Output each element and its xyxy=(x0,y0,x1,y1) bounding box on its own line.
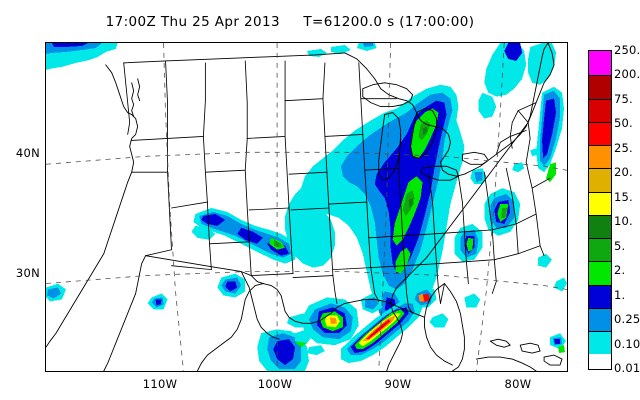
colorbar-band-9 xyxy=(589,261,611,285)
coastline-cuba xyxy=(475,338,563,371)
gridline-lon-90w xyxy=(378,43,392,371)
colorbar-tick-75: 75. xyxy=(614,91,633,106)
figure-title: 17:00Z Thu 25 Apr 2013 T=61200.0 s (17:0… xyxy=(105,14,475,30)
colorbar-tick-200: 200. xyxy=(614,67,640,82)
colorbar-band-2 xyxy=(589,98,611,122)
colorbar-tick-15: 15. xyxy=(614,189,633,204)
colorbar-tick-1: 1. xyxy=(614,287,626,302)
precip-southwest-band xyxy=(191,207,298,298)
precipitation-field xyxy=(46,43,567,371)
coastline-pacific xyxy=(46,64,139,348)
gridline-lat-30n xyxy=(46,271,567,290)
colorbar-tick-25: 25. xyxy=(614,140,633,155)
lon-tick-80w: 80W xyxy=(504,377,532,391)
border-canada-lakes xyxy=(344,43,549,177)
precip-louisiana-cell xyxy=(295,297,359,356)
lon-tick-90w: 90W xyxy=(384,377,412,391)
colorbar-band-10 xyxy=(589,284,611,308)
colorbar-tick-025: 0.25 xyxy=(614,312,640,327)
lat-tick-40n: 40N xyxy=(15,146,40,160)
lat-tick-30n: 30N xyxy=(15,266,40,280)
colorbar-band-8 xyxy=(589,238,611,262)
precipitation-colorbar xyxy=(588,50,612,370)
border-canada-west xyxy=(123,52,346,64)
graticule xyxy=(46,43,567,371)
coastline-gulf xyxy=(196,283,425,371)
colorbar-tick-5: 5. xyxy=(614,238,626,253)
colorbar-tick-2: 2. xyxy=(614,263,626,278)
colorbar-band-6 xyxy=(589,191,611,215)
gridline-lat-40n xyxy=(46,151,567,171)
coastline-florida xyxy=(424,283,465,371)
precip-carolina-coast xyxy=(454,148,539,262)
colorbar-tick-010: 0.10 xyxy=(614,336,640,351)
lake-erie xyxy=(420,165,459,181)
lake-ontario xyxy=(461,151,489,165)
colorbar-band-12 xyxy=(589,331,611,355)
map-plot-area xyxy=(45,42,568,372)
map-canvas xyxy=(46,43,567,371)
gridline-lon-80w xyxy=(475,43,505,371)
colorbar-band-7 xyxy=(589,214,611,239)
precip-scattered-cells xyxy=(46,253,567,354)
river-rio-grande xyxy=(240,271,280,340)
colorbar-tick-50: 50. xyxy=(614,116,633,131)
colorbar-band-4 xyxy=(589,145,611,169)
colorbar-band-3 xyxy=(589,121,611,146)
precip-gulf-convective-line xyxy=(340,285,437,364)
colorbar-tick-20: 20. xyxy=(614,165,633,180)
colorbar-band-11 xyxy=(589,307,611,332)
precip-pacific-northwest xyxy=(46,43,118,70)
coastline-atlantic xyxy=(386,43,555,371)
colorbar-tick-10: 10. xyxy=(614,214,633,229)
coastline-puget-sound xyxy=(131,78,141,117)
gridline-lon-110w xyxy=(163,43,184,371)
map-geography xyxy=(46,43,563,371)
colorbar-tick-250: 250. xyxy=(614,43,640,57)
precip-new-england xyxy=(478,43,565,183)
colorbar-tick-001: 0.01 xyxy=(614,361,640,375)
colorbar-band-5 xyxy=(589,168,611,192)
lake-michigan xyxy=(378,112,402,181)
lake-huron xyxy=(410,108,437,159)
lon-tick-110w: 110W xyxy=(142,377,178,391)
colorbar-band-1 xyxy=(589,75,611,99)
precip-great-lakes xyxy=(285,84,465,324)
lake-superior xyxy=(362,82,414,108)
state-boundaries xyxy=(123,60,551,314)
lon-tick-100w: 100W xyxy=(257,377,293,391)
colorbar-band-0 xyxy=(589,51,611,76)
coastline-mexico-west xyxy=(103,293,137,371)
